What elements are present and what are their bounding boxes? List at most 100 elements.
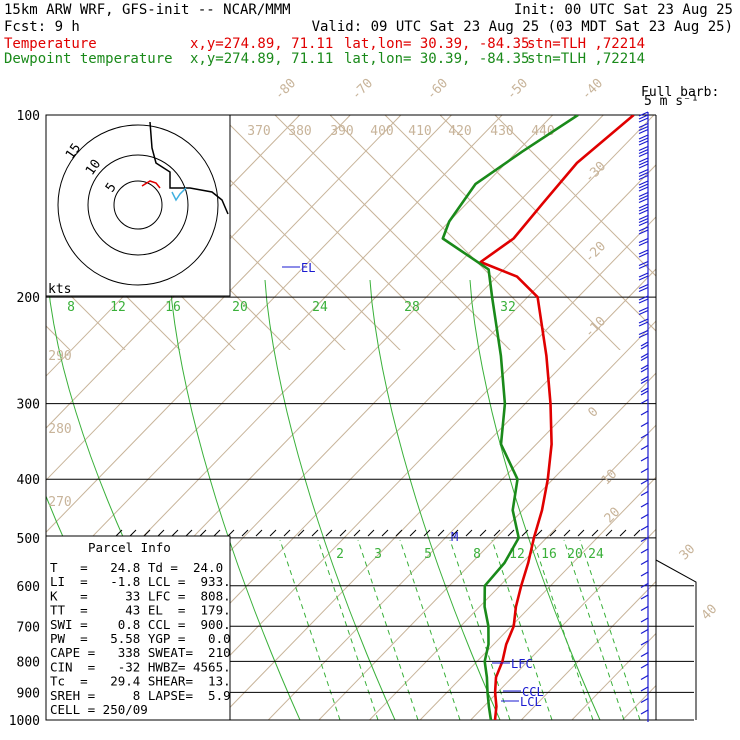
wind-barb-flag (640, 663, 649, 669)
parcel-info-row: K = 33 LFC = 808. (50, 588, 231, 603)
mixing-ratio-label: 12 (509, 547, 525, 562)
moist-adiabat-line (169, 279, 301, 720)
parcel-info-row: TT = 43 EL = 179. (50, 603, 231, 618)
pressure-label-200: 200 (17, 291, 40, 306)
lcl-label: LCL (520, 695, 542, 709)
dewpoint-latlon: lat,lon= 30.39, -84.35 (344, 51, 529, 67)
wind-barb-flag (640, 617, 649, 623)
pressure-label-800: 800 (17, 655, 40, 670)
wind-barb-flag (638, 217, 649, 224)
isotherm-line (46, 115, 402, 481)
isotherm-line (46, 115, 503, 586)
frame-corner (655, 559, 697, 720)
dewpoint-station: stn=TLH ,72214 (527, 51, 645, 67)
profiles (441, 115, 635, 720)
wind-barb-flag (638, 206, 649, 212)
pressure-label-700: 700 (17, 620, 40, 635)
wind-barb-flag (640, 697, 649, 704)
isobar-tick (591, 529, 599, 537)
isobar-tick (129, 529, 137, 537)
wind-barb-flag (638, 240, 649, 247)
isotherm-line (622, 684, 656, 720)
wind-barb-flag (638, 194, 649, 201)
wind-barb-flag (638, 203, 649, 209)
isobar-tick (577, 529, 585, 537)
parcel-info-row: T = 24.8 Td = 24.0 (50, 560, 223, 575)
isotherm-label: -70 (349, 76, 376, 103)
m-label: M (451, 530, 458, 544)
wind-barb-flag (638, 140, 649, 146)
wind-barb-flag (638, 148, 649, 155)
wind-barb-flag (640, 367, 649, 373)
mixing-ratio-label: 16 (541, 547, 557, 562)
wind-barb-flag (638, 134, 649, 140)
isotherm-line (46, 115, 452, 533)
isotherm-label: 30 (677, 542, 699, 564)
wind-barbs (115, 111, 649, 722)
wind-barb-flag (638, 145, 649, 152)
isobar-tick (451, 529, 459, 537)
wind-barb-flag (640, 410, 649, 416)
isobar-tick (115, 529, 123, 537)
moist-adiabat-line (264, 279, 396, 720)
wind-barb-flag (640, 640, 649, 646)
theta-e-labels: 8 12 16 20 24 28 32 (67, 300, 516, 315)
wind-barb-flag (638, 163, 649, 169)
wind-barb-flag (638, 220, 649, 227)
hodograph-ring-10 (87, 154, 189, 256)
isotherm-line (46, 115, 351, 429)
wind-barb-flag (638, 117, 649, 123)
isobar-tick (437, 529, 445, 537)
wind-barb-flag (638, 174, 649, 181)
isotherm-labels: -80 -70 -60 -50 -40 -30 -20 -10 0 10 20 30 40 (272, 76, 720, 623)
parcel-info-row: CAPE = 338 SWEAT= 210 (50, 645, 231, 660)
temperature-legend: Temperature (4, 36, 97, 52)
hodograph-ring-15 (57, 124, 219, 286)
ccl-label: CCL (522, 685, 544, 699)
isobar-tick (395, 529, 403, 537)
mixing-ratio-label: 8 (473, 547, 481, 562)
wind-barb-flag (638, 122, 649, 129)
wind-barb-flag (638, 125, 649, 132)
wind-barb-flag (640, 398, 649, 405)
parcel-info-row: SREH = 8 LAPSE= 5.9 (50, 688, 231, 703)
parcel-info-frame (45, 535, 231, 721)
wind-barb-flag (638, 318, 649, 324)
wind-barb-flag (640, 444, 649, 451)
isobar-tick (157, 529, 165, 537)
parcel-info-rows: T = 24.8 Td = 24.0LI = -1.8 LCL = 933.K … (50, 560, 231, 717)
isobar-tick (199, 529, 207, 537)
wind-barb-flag (640, 502, 649, 508)
wind-barb-flag (638, 332, 649, 339)
wind-barb-flag (638, 151, 649, 158)
hodograph-mid-trace (171, 187, 187, 202)
hodograph-ring-label-15: 15 (63, 141, 84, 162)
wind-barb-flag (640, 375, 649, 382)
isobar-tick (465, 529, 473, 537)
isobar-tick (605, 529, 613, 537)
mixing-ratio-label: 5 (424, 547, 432, 562)
wind-barb-flag (638, 137, 649, 143)
wind-barb-flag (638, 260, 649, 267)
theta-label: 400 (370, 124, 393, 139)
isotherm-label: -50 (504, 76, 531, 103)
moist-adiabat-line (469, 279, 601, 720)
theta-e-label: 16 (165, 300, 181, 315)
isobar-tick (409, 529, 417, 537)
wind-barb-flag (638, 298, 649, 304)
pressure-label-500: 500 (17, 532, 40, 547)
wind-barb-flag (638, 329, 649, 336)
dry-adiabat-line (274, 115, 511, 350)
isobar-tick (325, 529, 333, 537)
wind-barb-flag (638, 214, 649, 221)
mixing-ratio-line (449, 539, 511, 720)
wind-barb-flag (640, 364, 649, 370)
isotherm-label: 20 (602, 505, 624, 527)
wind-barb-flag (640, 387, 649, 393)
hodograph-low-trace (141, 180, 161, 189)
wind-barb-flag (640, 709, 649, 715)
pressure-label-400: 400 (17, 473, 40, 488)
dry-adiabat-line (384, 115, 621, 350)
